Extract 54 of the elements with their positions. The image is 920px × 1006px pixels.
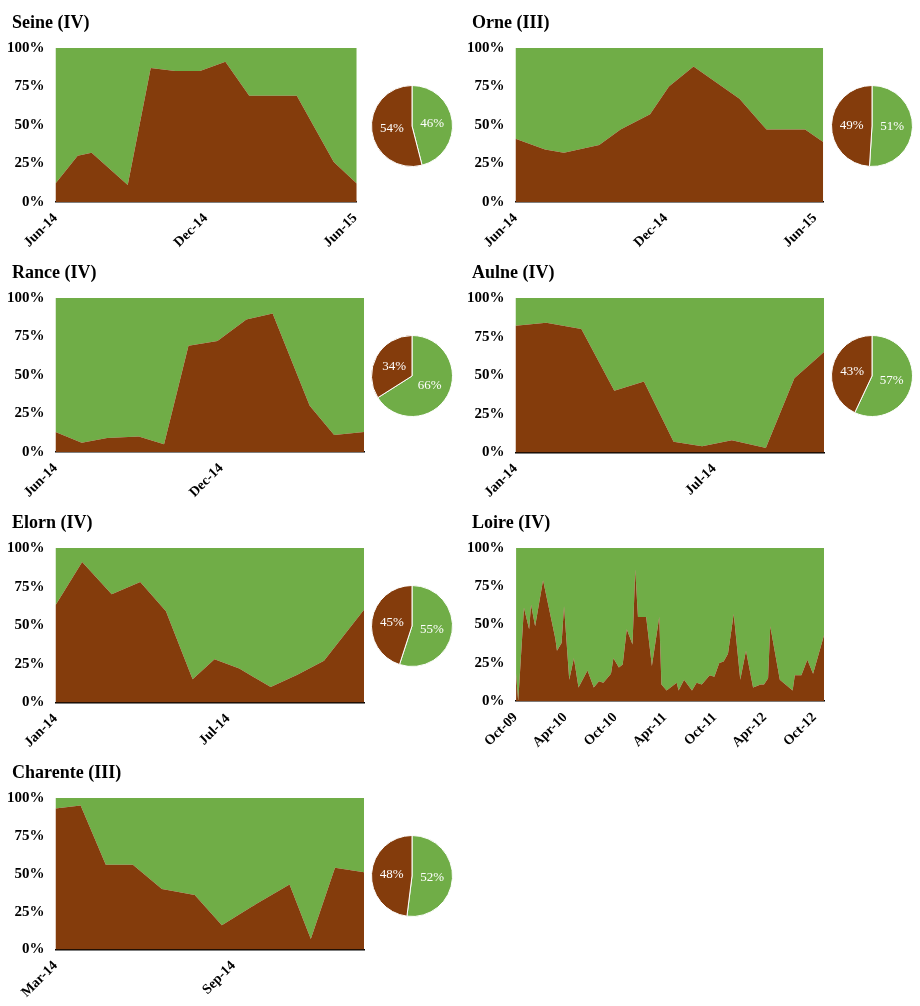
data-label: 55%	[420, 620, 445, 636]
y-tick-label: 25%	[14, 902, 45, 919]
y-tick-label: 100%	[7, 538, 45, 555]
data-label: 46%	[420, 114, 445, 130]
chart-title: Seine (IV)	[12, 12, 91, 34]
chart-title: Rance (IV)	[12, 262, 98, 284]
data-label: 51%	[880, 118, 905, 134]
y-tick-label: 25%	[474, 404, 505, 421]
chart-title: Orne (III)	[472, 12, 551, 34]
chart-title: Loire (IV)	[472, 512, 552, 534]
y-tick-label: 50%	[14, 115, 45, 132]
chart-title: Charente (III)	[12, 762, 123, 784]
y-tick-label: 75%	[14, 577, 45, 594]
data-label: 57%	[879, 371, 904, 387]
y-tick-label: 25%	[14, 154, 45, 171]
y-tick-label: 25%	[474, 154, 505, 171]
data-label: 43%	[840, 363, 865, 378]
chart-title: Aulne (IV)	[472, 262, 556, 284]
data-label: 45%	[380, 614, 405, 630]
y-tick-label: 75%	[474, 77, 505, 94]
y-tick-label: 100%	[7, 288, 45, 305]
y-tick-label: 75%	[14, 77, 45, 94]
y-tick-label: 0%	[482, 692, 505, 709]
y-tick-label: 50%	[14, 864, 45, 881]
y-tick-label: 100%	[7, 38, 45, 55]
y-tick-label: 100%	[467, 288, 505, 305]
y-tick-label: 0%	[482, 443, 505, 460]
data-label: 34%	[382, 357, 407, 373]
y-tick-label: 50%	[474, 615, 505, 632]
y-tick-label: 50%	[474, 366, 505, 383]
data-label: 48%	[379, 866, 404, 882]
chart-title: Elorn (IV)	[12, 512, 94, 534]
y-tick-label: 0%	[22, 693, 45, 710]
y-tick-label: 75%	[14, 327, 45, 344]
y-tick-label: 100%	[467, 538, 505, 555]
data-label: 52%	[420, 868, 445, 884]
y-tick-label: 75%	[14, 826, 45, 843]
y-tick-label: 0%	[22, 192, 45, 209]
y-tick-label: 0%	[22, 940, 45, 957]
y-tick-label: 25%	[474, 653, 505, 670]
y-tick-label: 25%	[14, 404, 45, 421]
data-label: 49%	[839, 116, 864, 132]
y-tick-label: 0%	[22, 442, 45, 459]
y-tick-label: 75%	[474, 577, 505, 594]
y-tick-label: 100%	[467, 38, 505, 55]
data-label: 54%	[379, 119, 404, 135]
y-tick-label: 50%	[14, 365, 45, 382]
y-tick-label: 50%	[14, 616, 45, 633]
y-tick-label: 75%	[474, 327, 505, 344]
y-tick-label: 25%	[14, 654, 45, 671]
y-tick-label: 50%	[474, 115, 505, 132]
y-tick-label: 100%	[7, 788, 45, 805]
y-tick-label: 0%	[482, 192, 505, 209]
data-label: 66%	[417, 377, 442, 393]
